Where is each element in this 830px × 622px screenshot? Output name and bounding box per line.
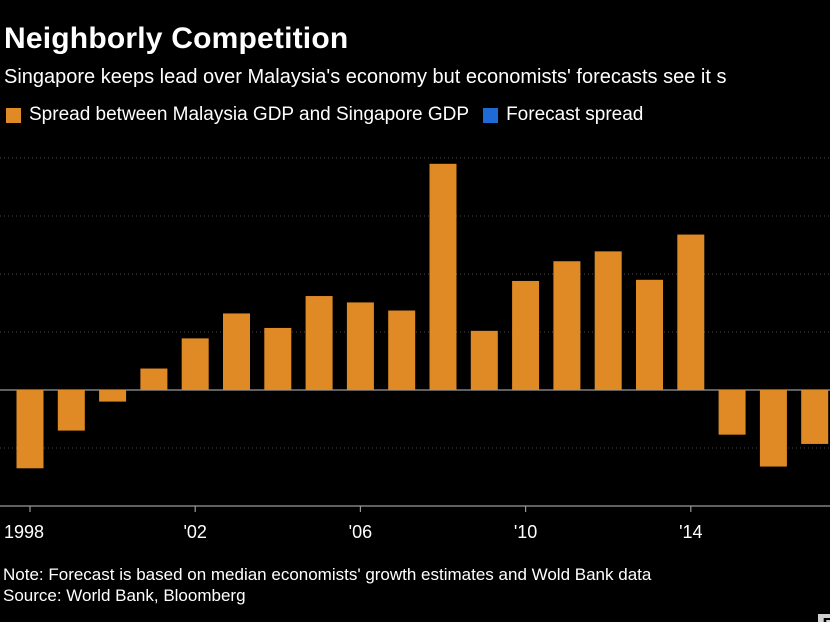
bar-2011 [553,261,581,390]
bar-2010 [512,280,540,390]
bar-2006 [346,302,374,390]
bar-2002 [181,338,209,390]
bar-1999 [57,390,85,431]
legend: Spread between Malaysia GDP and Singapor… [6,104,657,126]
bar-2016 [759,390,787,467]
bars [16,163,829,469]
bar-2005 [305,296,333,390]
bar-2008 [429,163,457,390]
chart-subtitle: Singapore keeps lead over Malaysia's eco… [4,66,727,88]
x-axis: 1998 '02 '06 '10 '14 [0,505,830,542]
legend-swatch-forecast [483,107,499,123]
source-note: Source: World Bank, Bloomberg [3,586,246,605]
bar-2017 [801,390,829,444]
legend-item-spread: Spread between Malaysia GDP and Singapor… [6,104,469,126]
legend-item-forecast: Forecast spread [483,104,643,126]
x-tick-label: '06 [349,522,372,542]
bar-2015 [718,390,746,435]
bar-2007 [388,310,416,390]
footnote: Note: Forecast is based on median econom… [3,565,652,584]
x-tick-label: 1998 [4,522,44,542]
bloomberg-logo-mark: B [818,614,830,622]
x-tick-label: '10 [514,522,537,542]
bar-2004 [264,327,292,390]
bar-2003 [223,313,250,390]
bloomberg-logo: B [818,614,830,622]
gridlines [0,157,830,449]
bar-2014 [677,234,705,390]
bar-2000 [99,390,127,402]
x-tick-label: '14 [679,522,702,542]
bar-2012 [594,251,622,390]
bar-2013 [636,279,663,390]
x-tick-label: '02 [183,522,206,542]
bar-2009 [470,330,498,390]
bar-1998 [16,390,44,469]
bar-2001 [140,368,168,390]
chart-title: Neighborly Competition [4,22,349,55]
legend-swatch-spread [6,107,21,123]
legend-label-spread: Spread between Malaysia GDP and Singapor… [29,104,470,125]
legend-label-forecast: Forecast spread [506,104,644,125]
